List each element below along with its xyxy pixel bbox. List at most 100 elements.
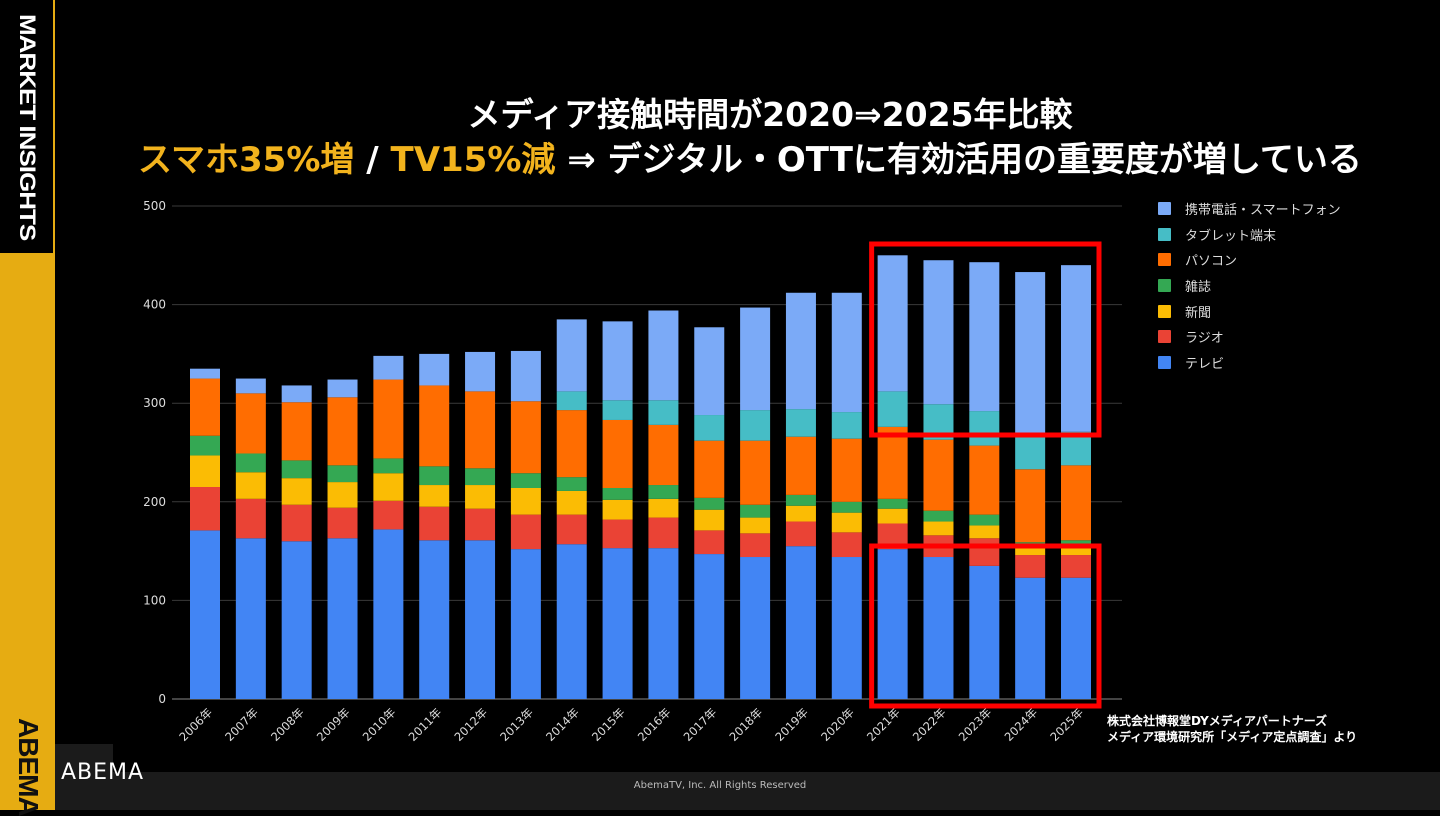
bar-segment xyxy=(785,292,816,410)
x-tick-label: 2015年 xyxy=(589,705,628,744)
bar-segment xyxy=(419,466,450,486)
highlight-box-digital xyxy=(869,241,1102,438)
bar-segment xyxy=(373,473,404,501)
legend-swatch xyxy=(1158,330,1171,344)
legend-swatch xyxy=(1158,253,1171,267)
bar-segment xyxy=(694,530,725,555)
bar-segment xyxy=(831,292,862,413)
bar-stack xyxy=(877,255,908,699)
y-tick-label: 100 xyxy=(143,593,166,607)
bar-segment xyxy=(831,557,862,699)
bar-segment xyxy=(465,485,496,509)
x-tick-label: 2012年 xyxy=(451,705,490,744)
bar-segment xyxy=(602,548,633,699)
x-tick-label: 2021年 xyxy=(864,705,903,744)
bar-segment xyxy=(1061,265,1091,432)
bar-stack xyxy=(1061,265,1091,699)
bar-segment xyxy=(831,438,862,502)
bar-segment xyxy=(281,478,312,505)
bar-stack xyxy=(373,355,404,699)
bar-stack xyxy=(327,379,358,699)
bar-segment xyxy=(510,514,541,550)
source-line-2: メディア環境研究所「メディア定点調査」より xyxy=(1107,730,1358,744)
bar-stack xyxy=(831,292,862,699)
bar-segment xyxy=(831,412,862,439)
bar-segment xyxy=(785,494,816,506)
legend-label: 雑誌 xyxy=(1185,280,1212,296)
bar-segment xyxy=(602,400,633,420)
x-tick-label: 2008年 xyxy=(268,705,307,744)
bar-segment xyxy=(510,473,541,488)
bar-segment xyxy=(510,350,541,402)
bar-segment xyxy=(556,477,587,491)
bar-segment xyxy=(327,482,358,508)
bar-segment xyxy=(1015,577,1046,699)
bar-segment xyxy=(1061,465,1091,541)
legend-swatch xyxy=(1158,202,1171,216)
bar-segment xyxy=(969,262,1000,412)
x-tick-label: 2010年 xyxy=(360,705,399,744)
bar-segment xyxy=(923,521,954,536)
bar-segment xyxy=(877,498,908,509)
bar-segment xyxy=(740,410,771,441)
x-tick-label: 2006年 xyxy=(176,705,215,744)
sidebar-top: MARKET INSIGHTS xyxy=(0,0,55,253)
bar-segment xyxy=(1061,555,1091,578)
page-subtitle: スマホ35%増 / TV15%減 ⇒ デジタル・OTTに有効活用の重要度が増して… xyxy=(100,132,1400,181)
legend-item: 新聞 xyxy=(1158,298,1341,324)
bar-stack xyxy=(923,260,954,699)
bar-segment xyxy=(1015,548,1046,556)
bar-segment xyxy=(969,565,1000,699)
bar-segment xyxy=(602,321,633,401)
bar-stack xyxy=(510,350,541,699)
bar-segment xyxy=(694,509,725,531)
subtitle-separator: / xyxy=(354,140,391,180)
bar-segment xyxy=(785,521,816,547)
bar-segment xyxy=(556,514,587,545)
legend-label: 新聞 xyxy=(1185,305,1212,321)
bar-stack xyxy=(281,385,312,699)
bar-segment xyxy=(327,397,358,466)
bar-segment xyxy=(602,487,633,500)
bar-segment xyxy=(510,549,541,699)
bar-stack xyxy=(785,292,816,699)
y-tick-label: 300 xyxy=(143,396,166,410)
bar-segment xyxy=(648,485,679,499)
source-line-1: 株式会社博報堂DYメディアパートナーズ xyxy=(1107,714,1328,728)
bar-segment xyxy=(281,541,312,699)
y-axis-ticks: 0 100 200 300 400 500 xyxy=(143,199,166,706)
x-tick-label: 2018年 xyxy=(726,705,765,744)
bar-segment xyxy=(281,402,312,461)
bar-segment xyxy=(190,378,220,436)
bar-segment xyxy=(969,514,1000,526)
bar-segment xyxy=(1015,435,1046,470)
bar-segment xyxy=(556,490,587,515)
bar-segment xyxy=(923,510,954,522)
bar-segment xyxy=(923,439,954,511)
bar-segment xyxy=(694,415,725,441)
bar-segment xyxy=(1015,272,1046,436)
bar-segment xyxy=(510,487,541,515)
bar-segment xyxy=(694,554,725,699)
bar-segment xyxy=(465,351,496,392)
bar-segment xyxy=(877,426,908,499)
bar-segment xyxy=(785,546,816,699)
x-tick-label: 2009年 xyxy=(314,705,353,744)
x-tick-label: 2014年 xyxy=(543,705,582,744)
bar-stack xyxy=(694,327,725,699)
bar-segment xyxy=(969,525,1000,539)
bar-segment xyxy=(1015,555,1046,578)
bar-segment xyxy=(373,458,404,474)
bar-segment xyxy=(510,401,541,474)
legend-label: テレビ xyxy=(1185,356,1225,372)
bar-segment xyxy=(556,410,587,478)
legend-label: 携帯電話・スマートフォン xyxy=(1185,203,1341,219)
bar-segment xyxy=(373,500,404,530)
x-tick-label: 2017年 xyxy=(681,705,720,744)
bar-segment xyxy=(327,507,358,539)
bar-segment xyxy=(648,400,679,425)
bar-segment xyxy=(190,530,220,699)
bar-segment xyxy=(648,310,679,401)
page-title: メディア接触時間が2020⇒2025年比較 xyxy=(467,95,1073,134)
bar-segment xyxy=(831,512,862,533)
